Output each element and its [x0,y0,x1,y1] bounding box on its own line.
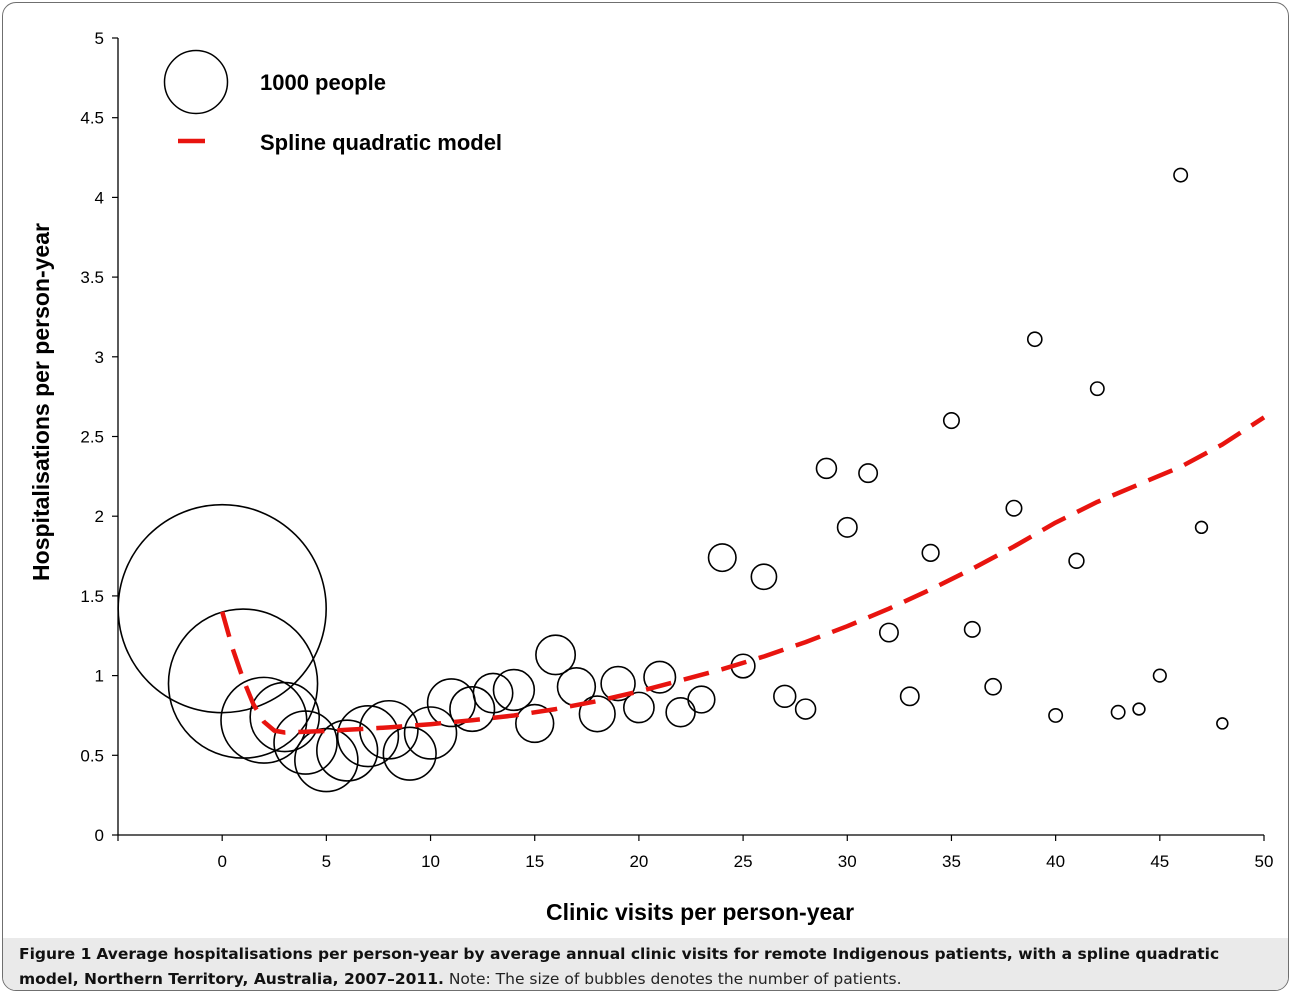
x-tick-label: 35 [942,852,961,871]
y-tick-label: 2.5 [80,428,104,447]
data-bubble [515,703,555,744]
data-bubble [878,622,899,643]
data-bubble [1026,331,1043,348]
data-bubble [1005,499,1023,517]
y-tick-label: 0.5 [80,746,104,765]
data-bubble [1216,717,1229,730]
data-bubble [687,685,716,714]
data-bubble [643,660,677,694]
y-tick-label: 5 [95,29,104,48]
data-bubble [858,463,879,484]
bubble-chart: 00.511.522.533.544.550 5 10 15 20 25 30 35 40 45 5… [28,29,1273,925]
data-bubble [665,697,696,728]
data-bubble [899,686,920,707]
legend-bubble [163,49,229,115]
data-bubble [273,710,338,775]
data-bubble [1152,668,1167,683]
data-bubble [220,676,308,764]
data-bubble [382,726,437,781]
data-bubble [836,516,858,538]
data-bubble [472,672,514,714]
data-bubble [1194,520,1209,535]
y-tick-label: 0 [95,826,104,845]
y-tick-label: 1 [95,667,104,686]
x-tick-label: 10 [421,852,440,871]
y-axis-title: Hospitalisations per person-year [28,223,54,581]
x-tick-label: 5 [322,852,331,871]
y-tick-label: 1.5 [80,587,104,606]
caption-label: Figure 1 [19,945,92,963]
data-bubble [707,543,737,573]
x-tick-label: 50 [1255,852,1274,871]
spline-curve [220,415,1266,735]
caption-note: Note: The size of bubbles denotes the nu… [448,970,902,988]
y-tick-label: 3 [95,348,104,367]
data-bubble [535,634,577,676]
data-bubble [963,620,981,638]
data-bubble [1089,381,1105,397]
data-bubble [1068,552,1085,570]
data-bubble [984,677,1002,696]
data-bubble [794,698,817,720]
y-tick-label: 4.5 [80,109,104,128]
x-tick-label: 30 [838,852,857,871]
data-bubble [316,719,379,782]
figure-caption: Figure 1 Average hospitalisations per pe… [3,938,1288,990]
x-tick-label: 45 [1150,852,1169,871]
legend-bubble-label: 1000 people [260,70,386,95]
caption-title: Average hospitalisations per person-year… [19,945,1220,988]
x-tick-label: 15 [525,852,544,871]
y-tick-label: 3.5 [80,268,104,287]
data-bubble [622,691,655,724]
x-axis-title: Clinic visits per person-year [546,899,854,925]
legend: 1000 people Spline quadratic model [163,49,502,155]
data-bubble [1132,702,1146,716]
data-bubble [773,684,797,709]
data-bubble [117,503,327,714]
bubbles [117,167,1229,793]
data-bubble [921,543,940,562]
data-bubble [449,686,496,733]
data-bubble [556,667,597,707]
data-bubble [1048,707,1064,723]
data-bubble [750,563,778,591]
data-bubble [249,681,321,753]
data-bubble [815,457,838,480]
data-bubble [600,665,636,702]
y-tick-label: 2 [95,507,104,526]
x-tick-label: 20 [629,852,648,871]
y-tick-label: 4 [95,188,104,207]
spline-line [220,415,1266,735]
data-bubble [942,412,960,430]
axes: 00.511.522.533.544.550 5 10 15 20 25 30 35 40 45 5… [80,29,1273,871]
data-bubble [1173,167,1189,183]
x-tick-label: 40 [1046,852,1065,871]
data-bubble [336,704,400,768]
data-bubble [403,706,458,760]
data-bubble [492,668,536,712]
data-bubble [1110,704,1126,720]
data-bubble [578,695,616,733]
x-tick-label: 0 [217,852,226,871]
x-tick-label: 25 [734,852,753,871]
legend-line-label: Spline quadratic model [260,130,502,155]
